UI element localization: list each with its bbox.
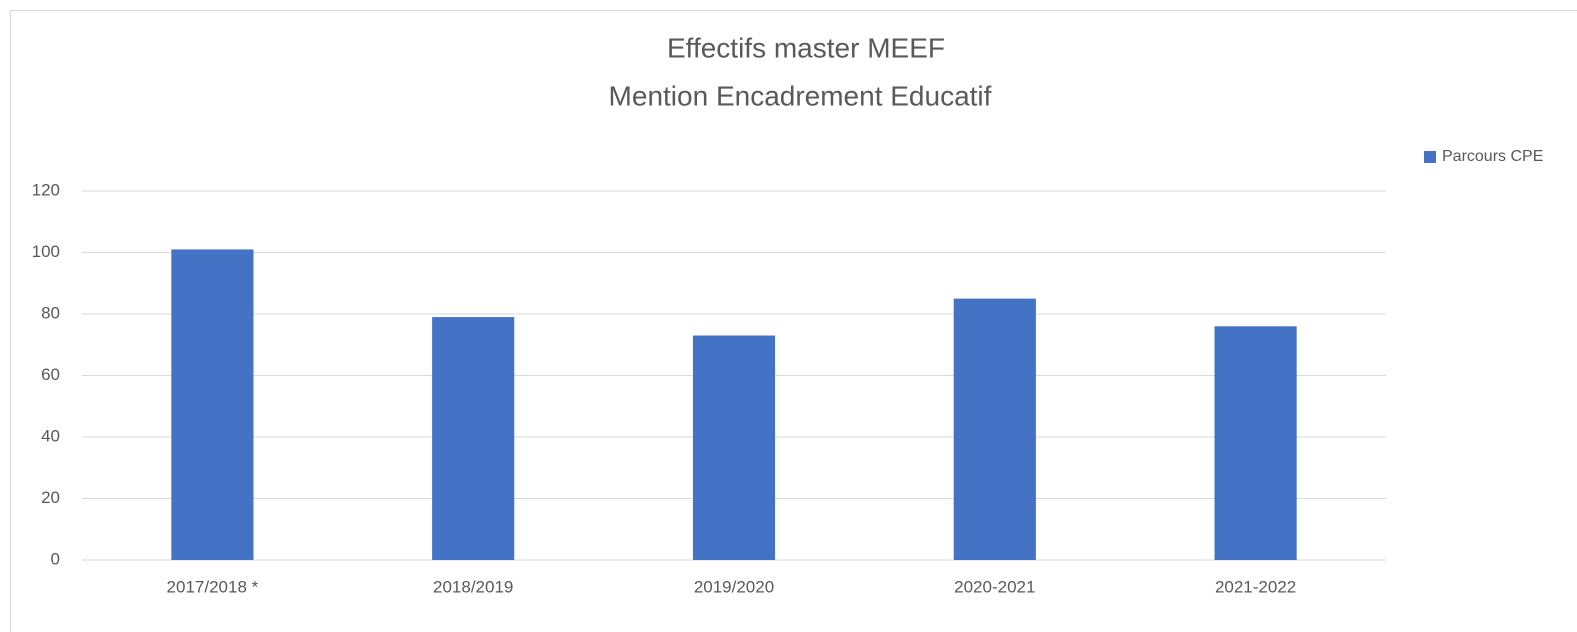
y-tick-label: 100 [32, 242, 60, 261]
y-tick-label: 120 [32, 180, 60, 199]
chart-frame [10, 10, 1577, 632]
x-tick-label: 2019/2020 [694, 577, 774, 596]
x-tick-label: 2017/2018 * [167, 577, 259, 596]
chart-title: Effectifs master MEEF [667, 32, 945, 63]
bar [432, 317, 515, 560]
y-tick-label: 80 [41, 303, 60, 322]
x-tick-label: 2020-2021 [954, 577, 1035, 596]
bar [1214, 326, 1297, 560]
y-tick-label: 60 [41, 365, 60, 384]
x-tick-label: 2018/2019 [433, 577, 513, 596]
bar [692, 335, 776, 560]
bar [953, 298, 1036, 560]
legend-label: Parcours CPE [1442, 148, 1543, 165]
y-tick-label: 40 [41, 426, 60, 445]
y-tick-label: 0 [51, 549, 60, 568]
y-tick-label: 20 [41, 488, 60, 507]
x-tick-label: 2021-2022 [1215, 577, 1296, 596]
bar [171, 249, 254, 561]
chart-title: Mention Encadrement Educatif [609, 80, 992, 111]
legend-swatch [1424, 151, 1436, 163]
